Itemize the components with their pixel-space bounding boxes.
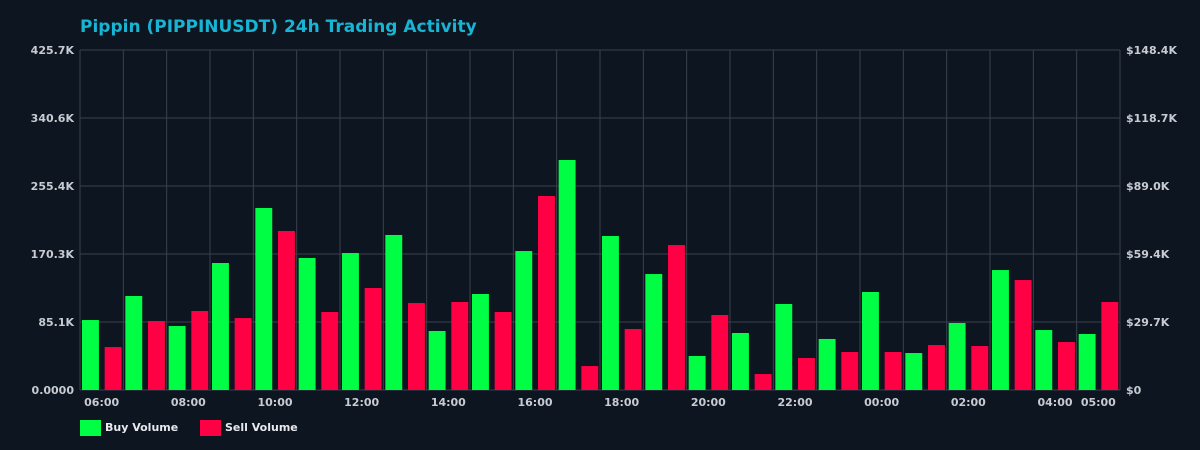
x-tick-label: 02:00 — [951, 396, 986, 409]
legend: Buy Volume Sell Volume — [80, 420, 298, 436]
y2-tick-label: $59.4K — [1126, 248, 1170, 261]
bar-sell — [624, 328, 642, 390]
x-tick-label: 05:00 — [1081, 396, 1116, 409]
x-tick-label: 20:00 — [691, 396, 726, 409]
x-tick-label: 22:00 — [777, 396, 812, 409]
x-tick-label: 14:00 — [431, 396, 466, 409]
bar-sell — [798, 357, 815, 390]
grid — [79, 49, 1121, 391]
y-tick-label: 85.1K — [38, 316, 74, 329]
bar-sell — [884, 351, 902, 390]
bar-buy — [342, 253, 359, 390]
x-axis: 06:00 08:00 10:00 12:00 14:00 16:00 18:00 20:00… — [84, 396, 1116, 409]
bar-buy — [82, 320, 99, 390]
bar-buy — [558, 159, 576, 390]
bar-sell — [364, 288, 382, 390]
y-tick-label: 425.7K — [31, 44, 75, 57]
x-tick-label: 12:00 — [344, 396, 379, 409]
bar-sell — [1014, 280, 1032, 390]
bar-buy — [472, 293, 489, 390]
bar-buy — [992, 270, 1009, 390]
x-tick-label: 10:00 — [257, 396, 292, 409]
bar-sell — [668, 245, 685, 390]
bar-sell — [234, 318, 252, 390]
bar-buy — [602, 236, 619, 390]
y2-tick-label: $148.4K — [1126, 44, 1177, 57]
bar-sell — [711, 315, 729, 390]
y-tick-label: 255.4K — [31, 180, 75, 193]
legend-swatch-buy — [80, 420, 101, 436]
bar-sell — [1058, 341, 1075, 390]
y2-tick-label: $118.7K — [1126, 112, 1177, 125]
bar-buy — [1035, 330, 1053, 390]
x-tick-label: 18:00 — [604, 396, 639, 409]
bar-buy — [515, 251, 533, 390]
bars — [82, 159, 1119, 390]
y-axis-left: 0.0000 85.1K 170.3K 255.4K 340.6K 425.7K — [31, 44, 75, 397]
x-tick-label: 08:00 — [171, 396, 206, 409]
bar-sell — [971, 345, 989, 390]
bar-buy — [905, 353, 923, 390]
y-tick-label: 0.0000 — [32, 384, 75, 397]
chart-title: Pippin (PIPPINUSDT) 24h Trading Activity — [80, 17, 477, 37]
bar-buy — [862, 292, 879, 390]
x-tick-label: 04:00 — [1037, 396, 1072, 409]
bar-sell — [928, 345, 945, 390]
y-tick-label: 340.6K — [31, 112, 75, 125]
bar-sell — [191, 311, 209, 390]
y-tick-label: 170.3K — [31, 248, 75, 261]
x-tick-label: 00:00 — [864, 396, 899, 409]
bar-buy — [948, 322, 966, 390]
legend-label-sell: Sell Volume — [225, 421, 298, 434]
bar-sell — [754, 374, 772, 390]
bar-buy — [428, 330, 446, 390]
x-tick-label: 06:00 — [84, 396, 119, 409]
y-axis-right: $0 $29.7K $59.4K $89.0K $118.7K $148.4K — [1126, 44, 1177, 397]
bar-sell — [408, 303, 425, 390]
bar-sell — [451, 301, 469, 390]
bar-buy — [1078, 334, 1096, 390]
y2-tick-label: $0 — [1126, 384, 1142, 397]
bar-buy — [732, 332, 749, 390]
y2-tick-label: $89.0K — [1126, 180, 1170, 193]
bar-buy — [645, 274, 663, 390]
bar-sell — [1101, 301, 1119, 390]
bar-sell — [321, 311, 339, 390]
bar-buy — [688, 355, 706, 390]
bar-buy — [212, 263, 229, 390]
bar-buy — [775, 303, 793, 390]
legend-swatch-sell — [200, 420, 221, 436]
y2-tick-label: $29.7K — [1126, 316, 1170, 329]
bar-buy — [818, 338, 836, 390]
bar-sell — [148, 320, 165, 390]
bar-buy — [125, 295, 143, 390]
x-tick-label: 16:00 — [517, 396, 552, 409]
bar-buy — [168, 326, 186, 390]
bar-sell — [494, 311, 512, 390]
bar-sell — [278, 230, 295, 390]
legend-label-buy: Buy Volume — [105, 421, 178, 434]
bar-buy — [385, 234, 403, 390]
bar-buy — [255, 207, 273, 390]
bar-sell — [841, 351, 859, 390]
bar-sell — [104, 347, 122, 390]
bar-buy — [298, 257, 316, 390]
bar-sell — [538, 195, 555, 390]
bar-sell — [581, 366, 599, 390]
